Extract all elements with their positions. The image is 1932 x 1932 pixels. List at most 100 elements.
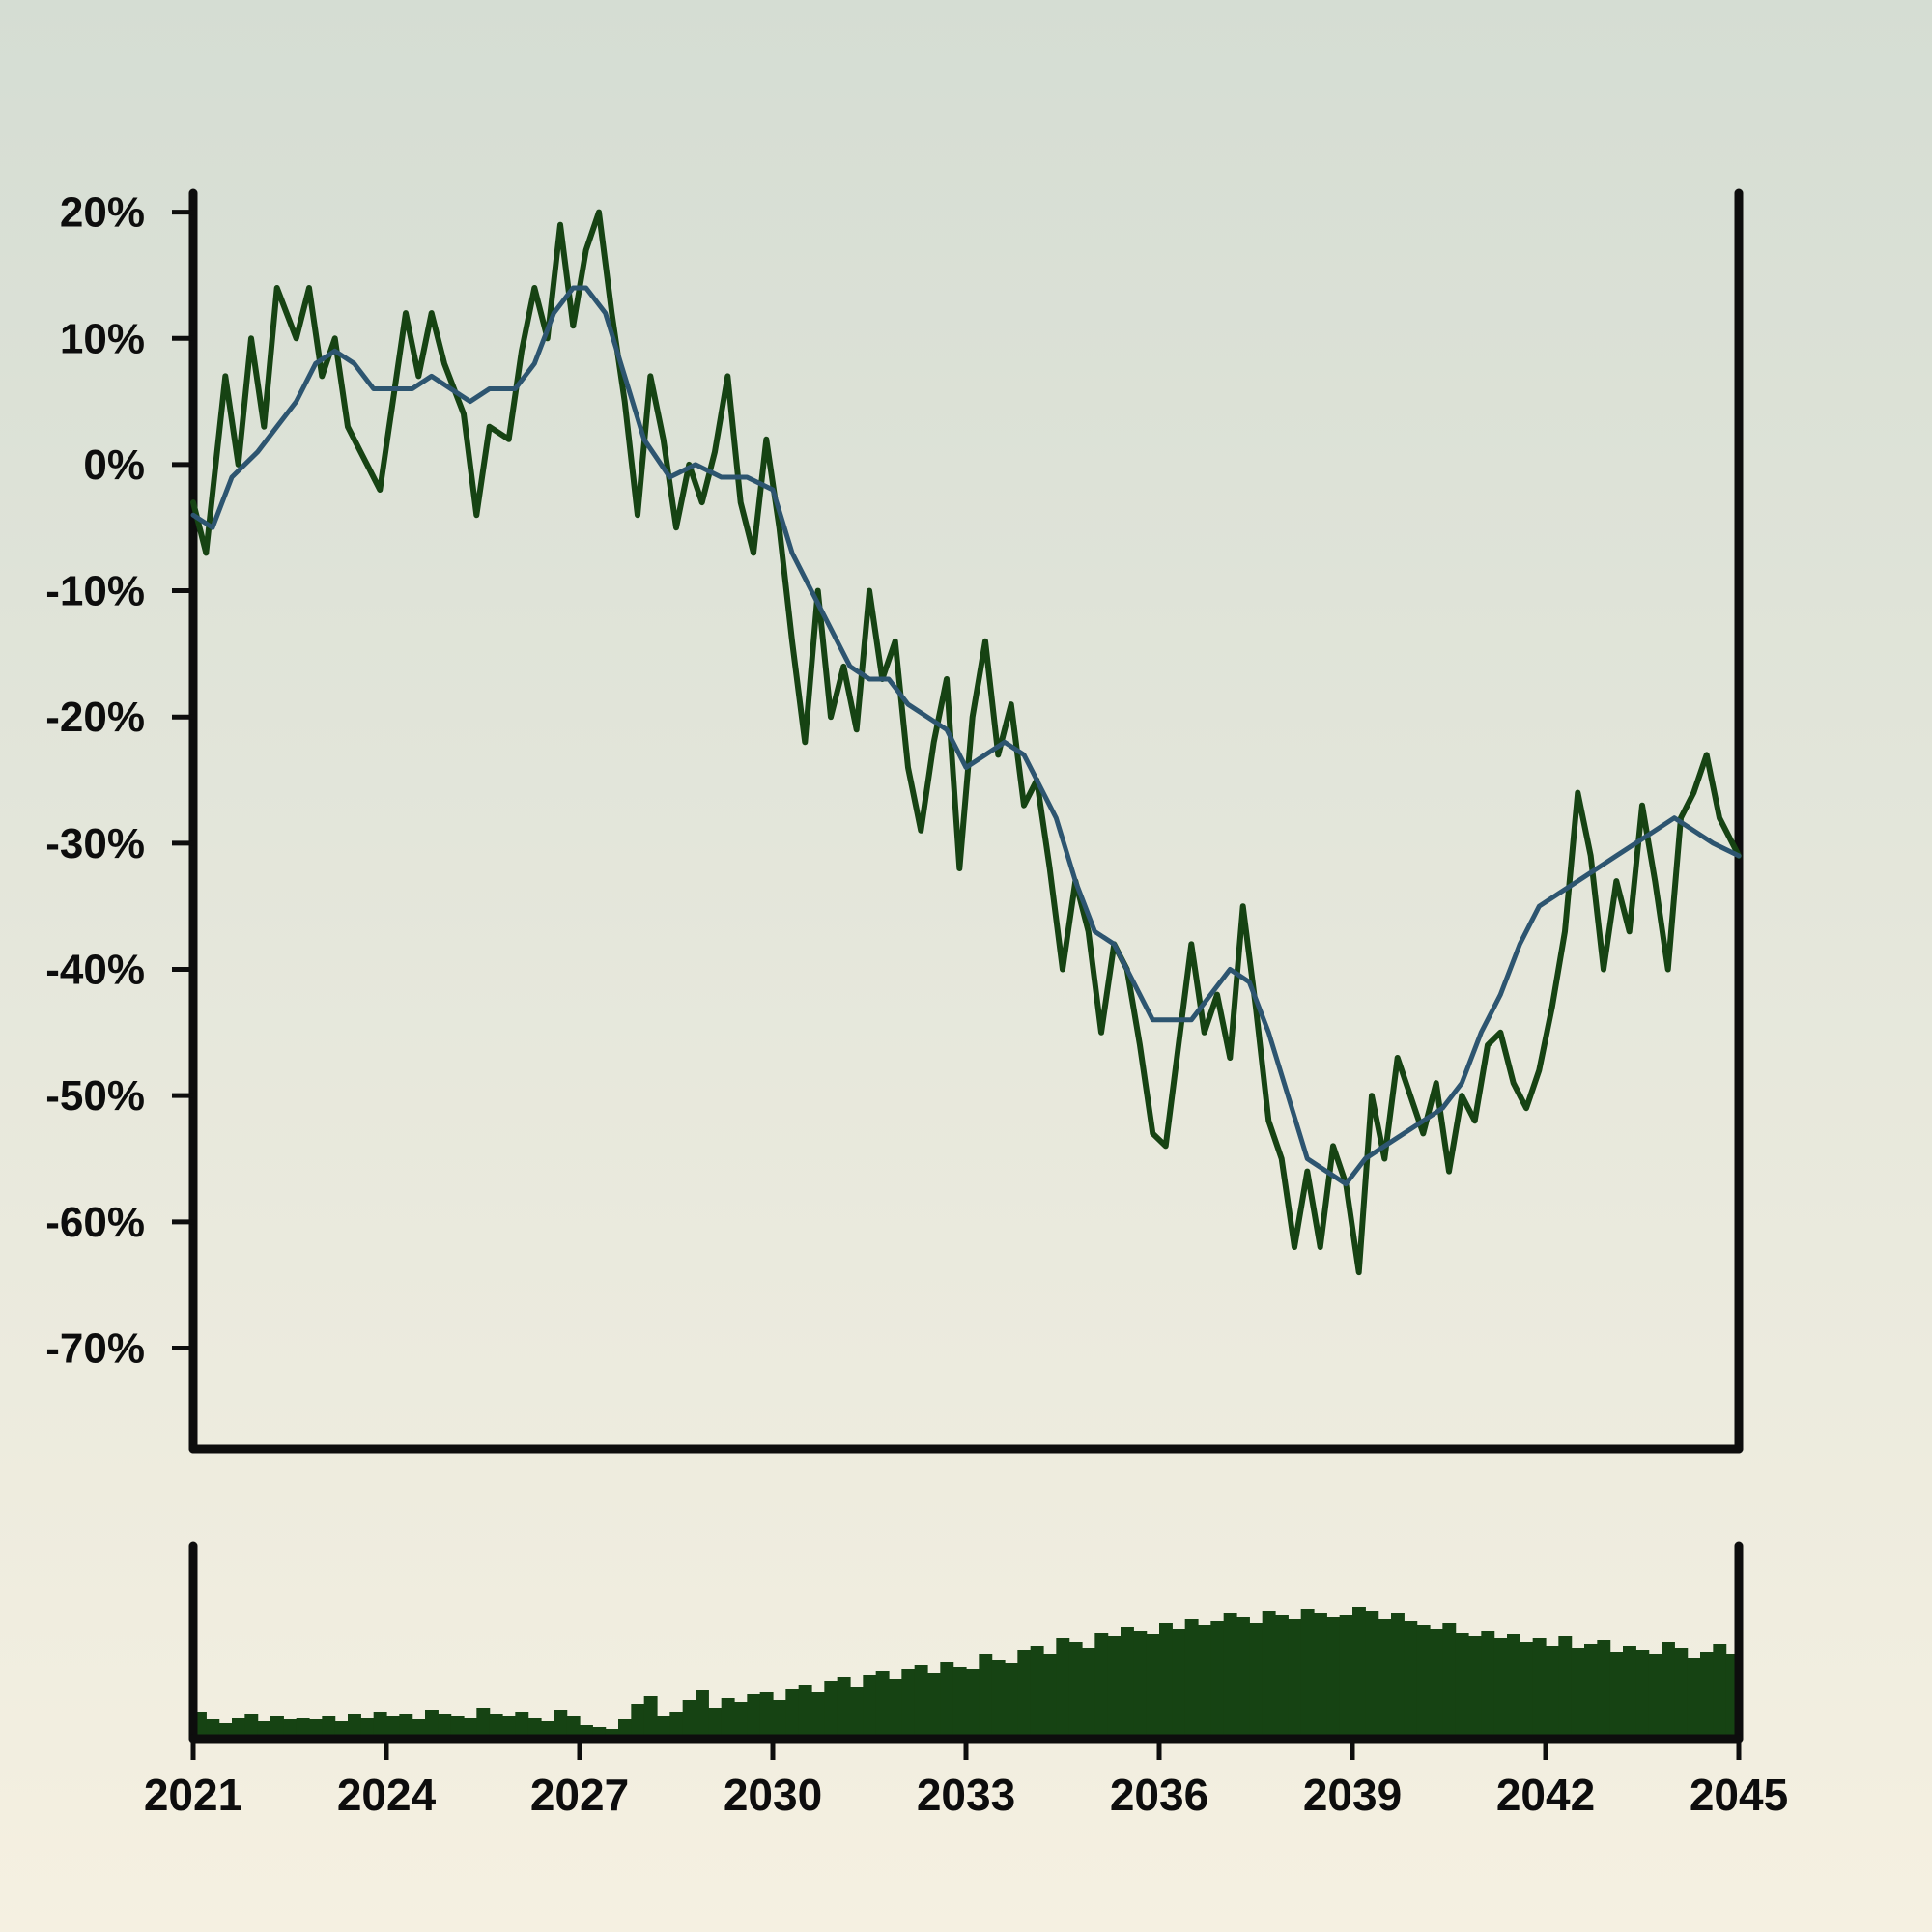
volume-bar bbox=[1275, 1615, 1289, 1739]
volume-bar bbox=[696, 1690, 709, 1739]
volume-bar bbox=[1391, 1613, 1405, 1739]
volume-bar bbox=[721, 1698, 735, 1739]
volume-bar bbox=[991, 1660, 1006, 1739]
volume-bar bbox=[1017, 1650, 1032, 1739]
y-tick-label: -70% bbox=[45, 1324, 145, 1372]
volume-bar bbox=[1571, 1648, 1585, 1739]
volume-bar bbox=[1468, 1636, 1482, 1739]
volume-bar bbox=[244, 1714, 259, 1739]
volume-bar bbox=[1687, 1658, 1701, 1739]
volume-bar bbox=[747, 1694, 761, 1739]
volume-bar bbox=[1532, 1638, 1547, 1739]
volume-bar bbox=[1481, 1631, 1495, 1739]
volume-bar bbox=[901, 1669, 916, 1739]
volume-bar bbox=[657, 1716, 670, 1739]
volume-bar bbox=[850, 1687, 864, 1739]
y-tick-label: -50% bbox=[45, 1072, 145, 1120]
volume-bar bbox=[1430, 1629, 1443, 1739]
volume-bar bbox=[1262, 1611, 1276, 1739]
x-tick-label: 2045 bbox=[1690, 1770, 1788, 1820]
y-tick-label: -60% bbox=[45, 1199, 145, 1246]
volume-bar bbox=[863, 1675, 877, 1739]
volume-bar bbox=[527, 1718, 542, 1739]
volume-bar bbox=[1288, 1619, 1302, 1739]
volume-bar bbox=[605, 1729, 619, 1739]
volume-bar bbox=[1236, 1617, 1250, 1739]
volume-bar bbox=[734, 1702, 748, 1739]
volume-bar bbox=[1648, 1654, 1662, 1739]
volume-bar bbox=[1635, 1650, 1650, 1739]
x-tick-label: 2033 bbox=[917, 1770, 1015, 1820]
y-tick-label: -20% bbox=[45, 694, 145, 741]
volume-bar bbox=[1198, 1625, 1211, 1739]
volume-bar bbox=[1713, 1644, 1727, 1739]
volume-bar bbox=[631, 1704, 645, 1739]
volume-bar bbox=[1339, 1615, 1353, 1739]
volume-bar bbox=[502, 1716, 516, 1739]
volume-bar bbox=[785, 1689, 800, 1739]
volume-bar bbox=[360, 1718, 375, 1739]
volume-bar bbox=[1662, 1642, 1675, 1739]
volume-bar bbox=[824, 1681, 838, 1739]
volume-bar bbox=[1184, 1619, 1199, 1739]
y-tick-label: 10% bbox=[60, 315, 145, 362]
y-tick-label: -10% bbox=[45, 568, 145, 615]
volume-bar bbox=[889, 1679, 902, 1739]
volume-bar bbox=[940, 1662, 954, 1739]
series-lines bbox=[190, 209, 1742, 1276]
volume-bar bbox=[515, 1712, 529, 1739]
volume-bar bbox=[373, 1712, 387, 1739]
volume-bar bbox=[927, 1673, 941, 1739]
volume-bar bbox=[669, 1712, 684, 1739]
volume-bar bbox=[1416, 1625, 1431, 1739]
volume-bar bbox=[1300, 1609, 1315, 1739]
volume-bar bbox=[412, 1719, 426, 1739]
volume-bar bbox=[1404, 1621, 1418, 1739]
volume-bar bbox=[1314, 1613, 1327, 1739]
moving-average-line bbox=[190, 285, 1742, 1187]
volume-bar bbox=[270, 1716, 284, 1739]
volume-bar bbox=[759, 1692, 774, 1739]
volume-bar bbox=[1546, 1646, 1559, 1739]
volume-bar bbox=[914, 1665, 928, 1739]
volume-bar bbox=[1507, 1634, 1520, 1739]
volume-bar bbox=[1172, 1629, 1186, 1739]
volume-bar bbox=[1442, 1623, 1457, 1739]
volume-bar bbox=[618, 1719, 632, 1739]
volume-bar bbox=[773, 1700, 786, 1739]
price-line bbox=[190, 209, 1742, 1276]
volume-bar bbox=[1210, 1621, 1225, 1739]
volume-bar bbox=[1674, 1648, 1689, 1739]
volume-bar bbox=[1223, 1613, 1237, 1739]
volume-bar bbox=[952, 1667, 967, 1739]
volume-bar bbox=[1365, 1611, 1379, 1739]
volume-bar bbox=[1249, 1623, 1264, 1739]
y-ticks: 20% 10% 0% -10% -20% -30% -40% -50% -60% -70% bbox=[45, 189, 193, 1372]
volume-bar bbox=[1005, 1663, 1018, 1739]
volume-bars bbox=[193, 1607, 1740, 1739]
price-axes bbox=[188, 188, 1744, 1454]
y-tick-label: 0% bbox=[83, 441, 145, 489]
volume-bar bbox=[450, 1716, 465, 1739]
volume-bar bbox=[566, 1716, 581, 1739]
x-tick-label: 2039 bbox=[1303, 1770, 1402, 1820]
volume-bar bbox=[1558, 1636, 1573, 1739]
volume-bar bbox=[206, 1719, 220, 1739]
volume-bar bbox=[1146, 1634, 1160, 1739]
x-tick-label: 2027 bbox=[530, 1770, 629, 1820]
volume-bar bbox=[386, 1716, 400, 1739]
volume-bar bbox=[554, 1710, 568, 1739]
volume-bar bbox=[798, 1685, 812, 1739]
x-tick-label: 2030 bbox=[724, 1770, 822, 1820]
volume-bar bbox=[1121, 1627, 1134, 1739]
volume-bar bbox=[1352, 1607, 1366, 1739]
volume-bar bbox=[837, 1677, 851, 1739]
volume-bar bbox=[476, 1708, 491, 1739]
volume-bar bbox=[643, 1696, 658, 1739]
x-tick-label: 2024 bbox=[337, 1770, 437, 1820]
volume-bar bbox=[1326, 1617, 1341, 1739]
volume-bar bbox=[348, 1714, 361, 1739]
x-tick-label: 2042 bbox=[1496, 1770, 1595, 1820]
